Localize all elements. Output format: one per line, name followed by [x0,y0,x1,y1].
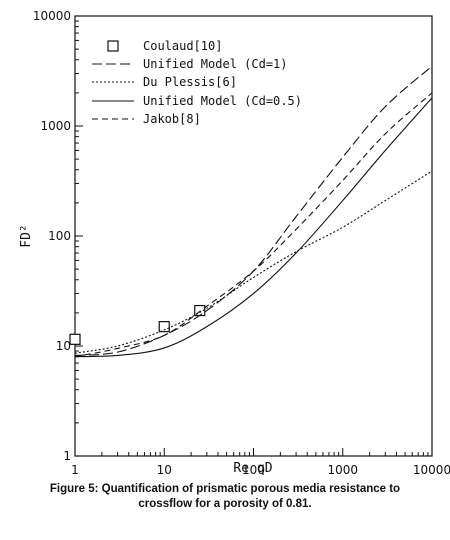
caption-line-1: Figure 5: Quantification of prismatic po… [49,483,401,495]
legend: Coulaud[10] Unified Model (Cd=1) Du Ples… [92,39,302,126]
x-tick-label: 1000 [327,463,358,477]
legend-label-unified-cd05: Unified Model (Cd=0.5) [143,94,302,108]
data-point-coulaud [69,333,81,345]
x-tick-label: 10000 [413,463,450,477]
y-tick-label: 10000 [33,9,71,23]
x-tick-label: 1 [71,463,79,477]
series-line-unified-model-cd-0-5 [74,97,433,358]
y-axis-title: FD² [19,224,34,247]
axis-ticks [74,20,429,457]
x-axis-title: Re qD [233,461,272,476]
x-tick-label: 100 [242,463,265,477]
y-tick-labels: 1 10 100 1000 10000 [33,9,71,463]
legend-marker-coulaud [107,40,119,52]
series-layer [69,65,433,358]
y-tick-label: 10 [56,339,71,353]
legend-label-du-plessis: Du Plessis[6] [143,75,237,89]
series-line-jakob-8 [74,92,433,358]
caption-line-2: crossflow for a porosity of 0.81. [138,498,312,510]
y-tick-label: 100 [48,229,71,243]
legend-label-coulaud: Coulaud[10] [143,39,222,53]
legend-label-unified-cd1: Unified Model (Cd=1) [143,57,288,71]
series-line-du-plessis-6 [74,170,433,354]
series-line-unified-model-cd-1 [74,65,433,357]
x-tick-label: 10 [157,463,172,477]
y-tick-label: 1000 [40,119,71,133]
legend-label-jakob: Jakob[8] [143,112,201,126]
y-tick-label: 1 [63,449,71,463]
chart: 1 10 100 1000 10000 1 10 100 1000 10000 … [19,9,450,477]
figure-caption: Figure 5: Quantification of prismatic po… [10,482,440,512]
x-tick-labels: 1 10 100 1000 10000 [71,463,450,477]
data-point-coulaud [158,321,170,333]
